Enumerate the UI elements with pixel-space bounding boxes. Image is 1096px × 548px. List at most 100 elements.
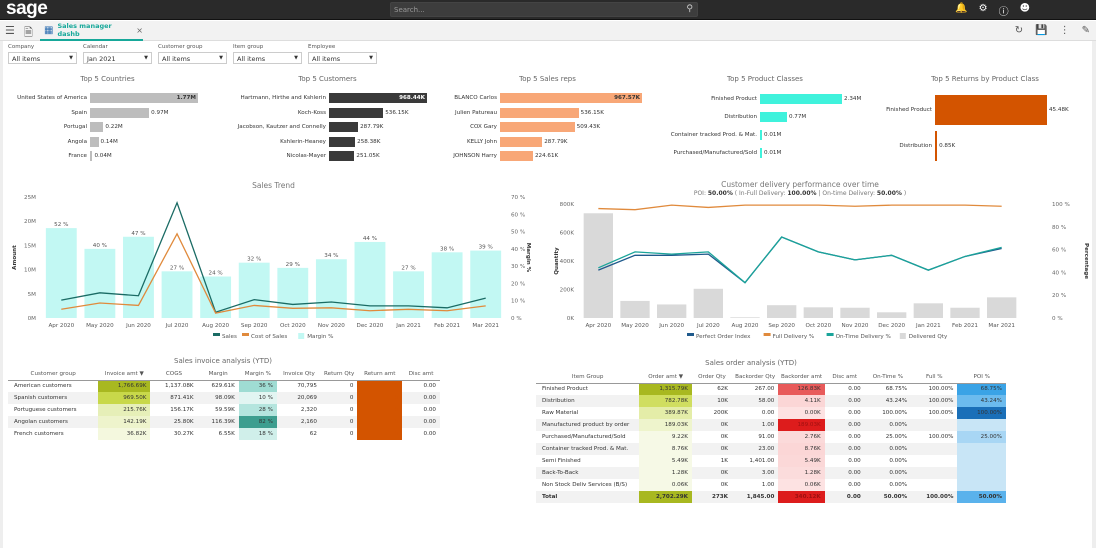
employee-select[interactable]: All items ▼ bbox=[308, 52, 377, 64]
bar-row[interactable]: Distribution 0.77M bbox=[655, 112, 806, 122]
bell-icon[interactable]: 🔔 bbox=[955, 3, 968, 14]
bar-distribution[interactable] bbox=[935, 131, 938, 161]
bar-row[interactable]: Julien Patureau 536.15K bbox=[440, 107, 604, 118]
bar-row[interactable]: Portugal 0.22M bbox=[0, 122, 123, 132]
bar-row[interactable]: BLANCO Carlos 967.57K bbox=[440, 93, 642, 103]
table-row[interactable]: Non Stock Deliv Services (B/S) 0.06K 0K 1.0… bbox=[536, 479, 1006, 491]
bar-container-tracked-prod-mat[interactable] bbox=[760, 130, 762, 140]
vertical-scrollbar[interactable] bbox=[1092, 41, 1096, 548]
bar-row[interactable]: JOHNSON Harry 224.61K bbox=[440, 151, 558, 161]
gear-icon[interactable]: ⚙ bbox=[978, 3, 988, 14]
column-header-backorder-amt[interactable]: Backorder amt bbox=[778, 371, 825, 384]
table-row[interactable]: Back-To-Back 1.28K 0K 3.00 1.28K 0.00 0.00% bbox=[536, 467, 1006, 479]
column-header-poi[interactable]: POI % bbox=[957, 371, 1006, 384]
bar-blanco-carlos[interactable]: 967.57K bbox=[500, 93, 642, 103]
bar-delivered-qty[interactable] bbox=[913, 303, 943, 318]
bar-margin[interactable] bbox=[354, 241, 386, 318]
item-group-select[interactable]: All items ▼ bbox=[233, 52, 302, 64]
save-icon[interactable]: 💾 bbox=[1035, 25, 1048, 36]
sage-logo[interactable]: sage bbox=[6, 0, 48, 19]
bar-delivered-qty[interactable] bbox=[693, 288, 723, 318]
bar-spain[interactable] bbox=[90, 107, 150, 118]
bar-row[interactable]: Jacobson, Kautzer and Connelly 287.79K bbox=[215, 122, 383, 132]
column-header-margin[interactable]: Margin % bbox=[238, 368, 277, 381]
column-header-order-qty[interactable]: Order Qty bbox=[691, 371, 732, 384]
bar-row[interactable]: France 0.04M bbox=[0, 151, 112, 161]
search-input[interactable] bbox=[391, 3, 671, 16]
bar-row[interactable]: Finished Product 45.48K bbox=[875, 95, 1069, 125]
bar-row[interactable]: Kshlerin-Heaney 258.38K bbox=[215, 136, 380, 147]
column-header-disc-amt[interactable]: Disc amt bbox=[402, 368, 440, 381]
table-row[interactable]: Semi Finished 5.49K 1K 1,401.00 5.49K 0.00 0.0… bbox=[536, 455, 1006, 467]
line-full-delivery[interactable] bbox=[598, 204, 1002, 211]
line-sales[interactable] bbox=[61, 200, 486, 314]
bar-row[interactable]: COX Gary 509.43K bbox=[440, 122, 600, 132]
bar-margin[interactable] bbox=[161, 271, 193, 318]
column-header-invoice-amt[interactable]: Invoice amt ▼ bbox=[98, 368, 151, 381]
company-select[interactable]: All items ▼ bbox=[8, 52, 77, 64]
bar-delivered-qty[interactable] bbox=[840, 307, 870, 318]
legend-item-full-delivery[interactable]: Full Delivery % bbox=[773, 334, 815, 340]
bar-delivered-qty[interactable] bbox=[767, 305, 797, 318]
column-header-cogs[interactable]: COGS bbox=[150, 368, 198, 381]
new-document-icon[interactable]: 🗎 bbox=[24, 26, 33, 39]
column-header-disc-amt[interactable]: Disc amt bbox=[824, 371, 865, 384]
table-row[interactable]: Raw Material 389.87K 200K 0.00 0.00K 0.00 100.… bbox=[536, 407, 1006, 419]
bar-kshlerin-heaney[interactable] bbox=[329, 136, 356, 147]
help-icon[interactable]: ⓘ bbox=[998, 7, 1009, 18]
close-icon[interactable]: × bbox=[136, 25, 143, 35]
column-header-margin[interactable]: Margin bbox=[197, 368, 239, 381]
bar-delivered-qty[interactable] bbox=[620, 300, 650, 318]
bar-france[interactable] bbox=[90, 151, 93, 161]
table-row[interactable]: Purchased/Manufactured/Sold 9.22K 0K 91.00 2… bbox=[536, 431, 1006, 443]
table-total-row[interactable]: Total 2,702.29K 273K 1,845.00 340.12K 0.00 50.… bbox=[536, 491, 1006, 503]
table-row[interactable]: Spanish customers 969.50K 871.41K 98.09K 10 … bbox=[8, 392, 440, 404]
bar-hartmann-hirthe-and-kshlerin[interactable]: 968.44K bbox=[329, 93, 427, 103]
bar-row[interactable]: United States of America 1.77M bbox=[0, 93, 198, 103]
table-row[interactable]: American customers 1,766.69K 1,137.08K 629.… bbox=[8, 380, 440, 392]
column-header-return-amt[interactable]: Return amt bbox=[357, 368, 403, 381]
legend-item-sales[interactable]: Sales bbox=[222, 334, 237, 340]
bar-distribution[interactable] bbox=[760, 112, 787, 122]
table-row[interactable]: Angolan customers 142.19K 25.80K 116.39K 82 … bbox=[8, 416, 440, 428]
column-header-item-group[interactable]: Item Group bbox=[536, 371, 640, 384]
bar-delivered-qty[interactable] bbox=[803, 307, 833, 318]
line-cost-of-sales[interactable] bbox=[61, 232, 486, 314]
column-header-on-time[interactable]: On-Time % bbox=[864, 371, 912, 384]
menu-icon[interactable]: ☰ bbox=[5, 24, 15, 37]
search-icon[interactable]: ⚲ bbox=[686, 4, 693, 14]
bar-row[interactable]: Container tracked Prod. & Mat. 0.01M bbox=[655, 130, 781, 140]
column-header-order-amt[interactable]: Order amt ▼ bbox=[639, 371, 692, 384]
legend-item-margin[interactable]: Margin % bbox=[307, 334, 333, 340]
bar-purchased-manufactured-sold[interactable] bbox=[760, 148, 762, 158]
table-row[interactable]: Portuguese customers 215.76K 156.17K 59.59K… bbox=[8, 404, 440, 416]
table-row[interactable]: French customers 36.82K 30.27K 6.55K 18 % 62 0… bbox=[8, 428, 440, 440]
bar-row[interactable]: Hartmann, Hirthe and Kshlerin 968.44K bbox=[215, 93, 427, 103]
table-row[interactable]: Finished Product 1,315.79K 62K 267.00 126.83… bbox=[536, 383, 1006, 395]
edit-icon[interactable]: ✎ bbox=[1081, 25, 1090, 36]
bar-row[interactable]: Distribution 0.85K bbox=[875, 131, 955, 161]
table-row[interactable]: Distribution 782.78K 10K 58.00 4.11K 0.00 43.2… bbox=[536, 395, 1006, 407]
refresh-icon[interactable]: ↻ bbox=[1014, 25, 1024, 36]
bar-angola[interactable] bbox=[90, 136, 99, 147]
bar-row[interactable]: Purchased/Manufactured/Sold 0.01M bbox=[655, 148, 781, 158]
bar-row[interactable]: Koch-Koss 536.15K bbox=[215, 107, 409, 118]
legend-item-on-time-delivery[interactable]: On-Time Delivery % bbox=[836, 334, 891, 340]
bar-finished-product[interactable] bbox=[935, 95, 1047, 125]
bar-united-states-of-america[interactable]: 1.77M bbox=[90, 93, 198, 103]
bar-margin[interactable] bbox=[393, 271, 424, 318]
column-header-invoice-qty[interactable]: Invoice Qty bbox=[276, 368, 321, 381]
legend-item-cost-of-sales[interactable]: Cost of Sales bbox=[251, 334, 287, 340]
customer-group-select[interactable]: All items ▼ bbox=[158, 52, 227, 64]
legend-item-perfect-order-index[interactable]: Perfect Order Index bbox=[696, 334, 751, 340]
bar-delivered-qty[interactable] bbox=[730, 317, 760, 318]
bar-jacobson-kautzer-and-connelly[interactable] bbox=[329, 122, 359, 132]
bar-delivered-qty[interactable] bbox=[877, 312, 907, 318]
bar-kelly-john[interactable] bbox=[500, 136, 543, 147]
bar-delivered-qty[interactable] bbox=[657, 304, 687, 318]
calendar-select[interactable]: Jan 2021 ▼ bbox=[83, 52, 152, 64]
bar-row[interactable]: KELLY John 287.79K bbox=[440, 136, 567, 147]
column-header-full[interactable]: Full % bbox=[911, 371, 958, 384]
bar-row[interactable]: Finished Product 2.34M bbox=[655, 94, 861, 104]
bar-nicolas-mayer[interactable] bbox=[329, 151, 355, 161]
